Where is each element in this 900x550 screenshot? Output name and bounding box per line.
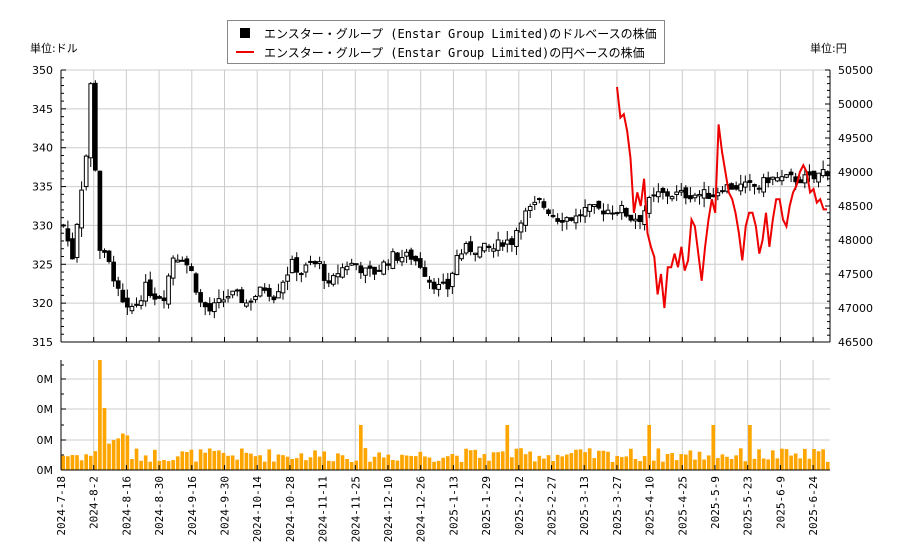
left-axis-unit: 単位:ドル [30,42,78,55]
svg-text:2024-10-28: 2024-10-28 [284,476,297,542]
legend-item-usd: エンスター・グループ (Enstar Group Limited)のドルベースの… [236,24,657,42]
axis-labels: 315 320 325 330 335 340 345 350 46500 47000 47500 4… [32,64,873,542]
svg-text:50000: 50000 [838,98,873,111]
svg-text:2024-8-30: 2024-8-30 [153,476,166,536]
svg-text:2024-8-16: 2024-8-16 [120,476,133,536]
svg-text:0M: 0M [37,434,54,447]
svg-text:2024-12-26: 2024-12-26 [415,476,428,542]
svg-text:325: 325 [32,258,53,271]
chart-legend: エンスター・グループ (Enstar Group Limited)のドルベースの… [227,20,665,64]
svg-text:2024-7-18: 2024-7-18 [55,476,68,536]
svg-text:2025-1-29: 2025-1-29 [480,476,493,536]
svg-text:49000: 49000 [838,166,873,179]
svg-text:2025-4-10: 2025-4-10 [644,476,657,536]
svg-text:48000: 48000 [838,234,873,247]
svg-text:2024-11-25: 2024-11-25 [349,476,362,542]
svg-text:2025-4-25: 2025-4-25 [676,476,689,536]
svg-text:47000: 47000 [838,302,873,315]
right-axis-unit: 単位:円 [810,42,847,55]
svg-text:2024-11-11: 2024-11-11 [317,476,330,542]
price-candles [60,80,831,319]
grid-lines [61,69,830,470]
svg-text:47500: 47500 [838,268,873,281]
svg-text:2025-1-13: 2025-1-13 [447,476,460,536]
svg-text:2024-9-30: 2024-9-30 [219,476,232,536]
svg-text:2025-5-9: 2025-5-9 [709,476,722,529]
svg-text:2025-3-13: 2025-3-13 [578,476,591,536]
legend-usd-label: エンスター・グループ (Enstar Group Limited)のドルベースの… [264,26,657,41]
svg-text:48500: 48500 [838,200,873,213]
axes [60,69,831,471]
svg-text:320: 320 [32,297,53,310]
volume-bars [61,360,830,470]
svg-text:2024-9-16: 2024-9-16 [186,476,199,536]
svg-text:2025-6-24: 2025-6-24 [807,476,820,536]
svg-text:46500: 46500 [838,336,873,349]
svg-text:335: 335 [32,181,53,194]
svg-text:2025-3-27: 2025-3-27 [611,476,624,536]
black-square-icon [240,28,250,38]
svg-text:50500: 50500 [838,64,873,77]
svg-text:350: 350 [32,64,53,77]
svg-text:0M: 0M [37,373,54,386]
jpy-price-line [616,86,827,309]
svg-text:2025-5-23: 2025-5-23 [742,476,755,536]
red-line-icon [236,51,254,53]
svg-text:340: 340 [32,142,53,155]
svg-text:2024-10-14: 2024-10-14 [251,476,264,543]
svg-text:2025-6-9: 2025-6-9 [774,476,787,529]
svg-text:315: 315 [32,336,53,349]
svg-text:2024-12-10: 2024-12-10 [382,476,395,542]
svg-text:2024-8-2: 2024-8-2 [88,476,101,529]
svg-text:49500: 49500 [838,132,873,145]
svg-text:0M: 0M [37,403,54,416]
legend-item-jpy: エンスター・グループ (Enstar Group Limited)の円ベースの株… [236,43,645,61]
legend-jpy-label: エンスター・グループ (Enstar Group Limited)の円ベースの株… [264,45,645,60]
svg-text:0M: 0M [37,464,54,477]
svg-text:345: 345 [32,103,53,116]
svg-text:2025-2-27: 2025-2-27 [546,476,559,536]
svg-text:2025-2-12: 2025-2-12 [513,476,526,536]
svg-text:330: 330 [32,219,53,232]
